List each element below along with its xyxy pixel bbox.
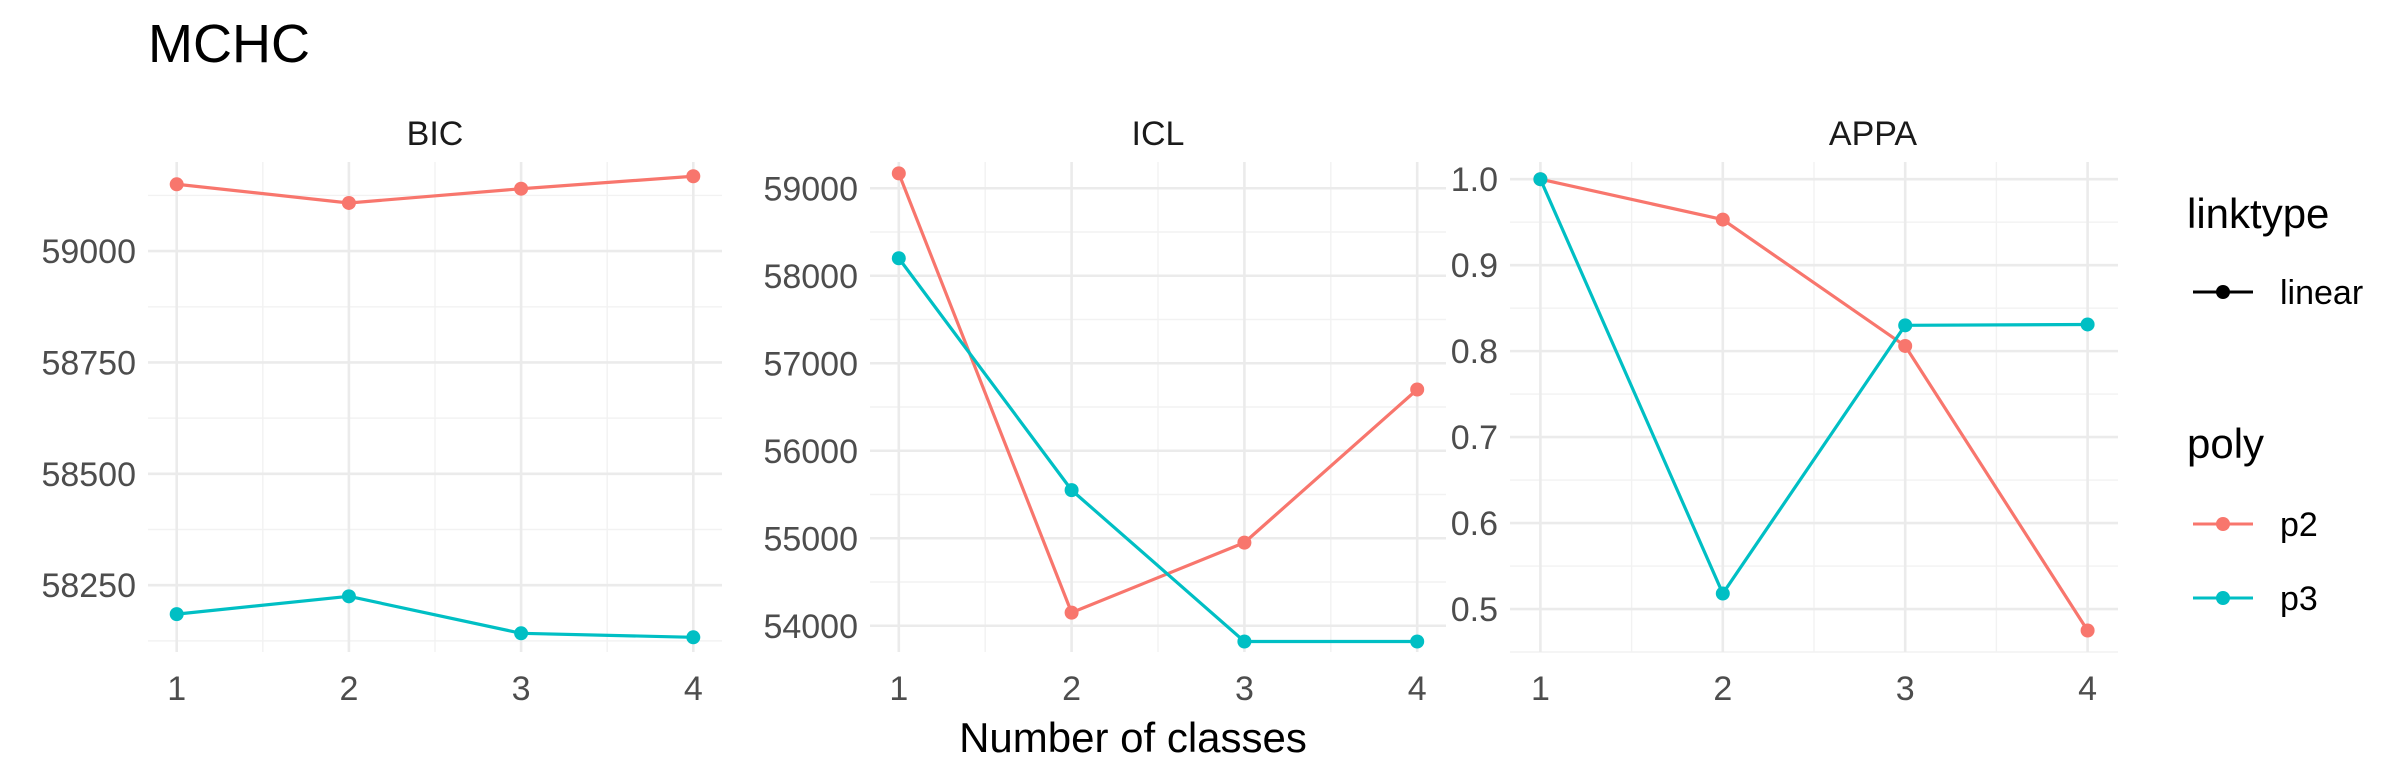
x-tick-label: 1 bbox=[167, 670, 186, 708]
legend-title-linktype: linktype bbox=[2187, 190, 2329, 237]
y-tick-label: 58000 bbox=[763, 258, 858, 296]
legend: linktype linear poly p2 p3 bbox=[2187, 190, 2363, 618]
x-tick-label: 3 bbox=[1896, 670, 1915, 708]
panel-gridlines bbox=[148, 162, 722, 652]
legend-label-p2: p2 bbox=[2280, 506, 2318, 544]
panel-strip-label: APPA bbox=[1829, 115, 1918, 153]
panel-icl: ICL 54000 55000 56000 57000 58000 59000 1 2 3 4 bbox=[763, 115, 1446, 708]
y-tick-label: 1.0 bbox=[1451, 161, 1498, 199]
x-tick-label: 1 bbox=[1531, 670, 1550, 708]
x-tick-label: 4 bbox=[684, 670, 703, 708]
legend-key-point-p3 bbox=[2216, 591, 2230, 605]
y-tick-label: 58500 bbox=[41, 456, 136, 494]
series-line-p3 bbox=[176, 594, 694, 639]
x-tick-label: 3 bbox=[1235, 670, 1254, 708]
x-tick-label: 1 bbox=[889, 670, 908, 708]
panel-strip-label: ICL bbox=[1132, 115, 1185, 153]
data-point-p3 bbox=[1715, 586, 1730, 601]
data-point-p3 bbox=[1237, 634, 1252, 649]
series-line-p3 bbox=[897, 257, 1418, 644]
data-point-p3 bbox=[2080, 317, 2095, 332]
y-tick-label: 0.5 bbox=[1451, 591, 1498, 629]
data-point-p2 bbox=[341, 195, 356, 210]
y-tick-label: 59000 bbox=[41, 233, 136, 271]
x-tick-label: 4 bbox=[1408, 670, 1427, 708]
data-point-p3 bbox=[169, 607, 184, 622]
y-tick-label: 54000 bbox=[763, 608, 858, 646]
y-tick-label: 57000 bbox=[763, 345, 858, 383]
x-tick-label: 4 bbox=[2078, 670, 2097, 708]
data-point-p3 bbox=[891, 251, 906, 266]
data-point-p2 bbox=[514, 181, 529, 196]
y-tick-label: 0.7 bbox=[1451, 419, 1498, 457]
data-point-p3 bbox=[1533, 172, 1548, 187]
data-point-p2 bbox=[1237, 535, 1252, 550]
data-point-p3 bbox=[1898, 318, 1913, 333]
x-tick-label: 2 bbox=[1062, 670, 1081, 708]
series-line-p3 bbox=[1538, 178, 2088, 596]
series-line-p2 bbox=[176, 174, 694, 205]
x-tick-label: 2 bbox=[1713, 670, 1732, 708]
data-point-p3 bbox=[514, 626, 529, 641]
legend-key-point-p2 bbox=[2216, 517, 2230, 531]
y-tick-label: 55000 bbox=[763, 520, 858, 558]
panel-bic: BIC 58250 58500 58750 59000 1 2 3 4 bbox=[41, 115, 722, 708]
chart-title: MCHC bbox=[148, 14, 310, 74]
data-point-p2 bbox=[686, 169, 701, 184]
data-point-p2 bbox=[1410, 382, 1425, 397]
y-tick-label: 0.6 bbox=[1451, 505, 1498, 543]
panel-appa: APPA 0.5 0.6 0.7 0.8 0.9 1.0 1 2 3 4 bbox=[1451, 115, 2118, 708]
data-point-p3 bbox=[341, 589, 356, 604]
data-point-p3 bbox=[1064, 483, 1079, 498]
x-axis-label: Number of classes bbox=[959, 714, 1307, 761]
data-point-p2 bbox=[1064, 605, 1079, 620]
y-tick-label: 56000 bbox=[763, 433, 858, 471]
y-tick-label: 58250 bbox=[41, 567, 136, 605]
y-tick-label: 58750 bbox=[41, 344, 136, 382]
data-point-p2 bbox=[1715, 212, 1730, 227]
series-line-p2 bbox=[1540, 177, 2089, 632]
y-tick-label: 0.9 bbox=[1451, 247, 1498, 285]
y-tick-label: 59000 bbox=[763, 170, 858, 208]
panel-gridlines bbox=[1510, 162, 2118, 653]
data-point-p2 bbox=[169, 177, 184, 192]
legend-key-point-linear bbox=[2216, 285, 2230, 299]
x-tick-label: 2 bbox=[339, 670, 358, 708]
y-tick-label: 0.8 bbox=[1451, 333, 1498, 371]
legend-title-poly: poly bbox=[2187, 420, 2264, 467]
legend-label-p3: p3 bbox=[2280, 580, 2318, 618]
data-point-p3 bbox=[686, 630, 701, 645]
legend-label-linear: linear bbox=[2280, 274, 2363, 312]
data-point-p2 bbox=[2080, 623, 2095, 638]
panel-gridlines bbox=[870, 162, 1446, 652]
data-point-p3 bbox=[1410, 634, 1425, 649]
series-line-p2 bbox=[897, 172, 1419, 615]
data-point-p2 bbox=[1898, 338, 1913, 353]
data-point-p2 bbox=[891, 166, 906, 181]
x-tick-label: 3 bbox=[512, 670, 531, 708]
panel-strip-label: BIC bbox=[407, 115, 464, 153]
